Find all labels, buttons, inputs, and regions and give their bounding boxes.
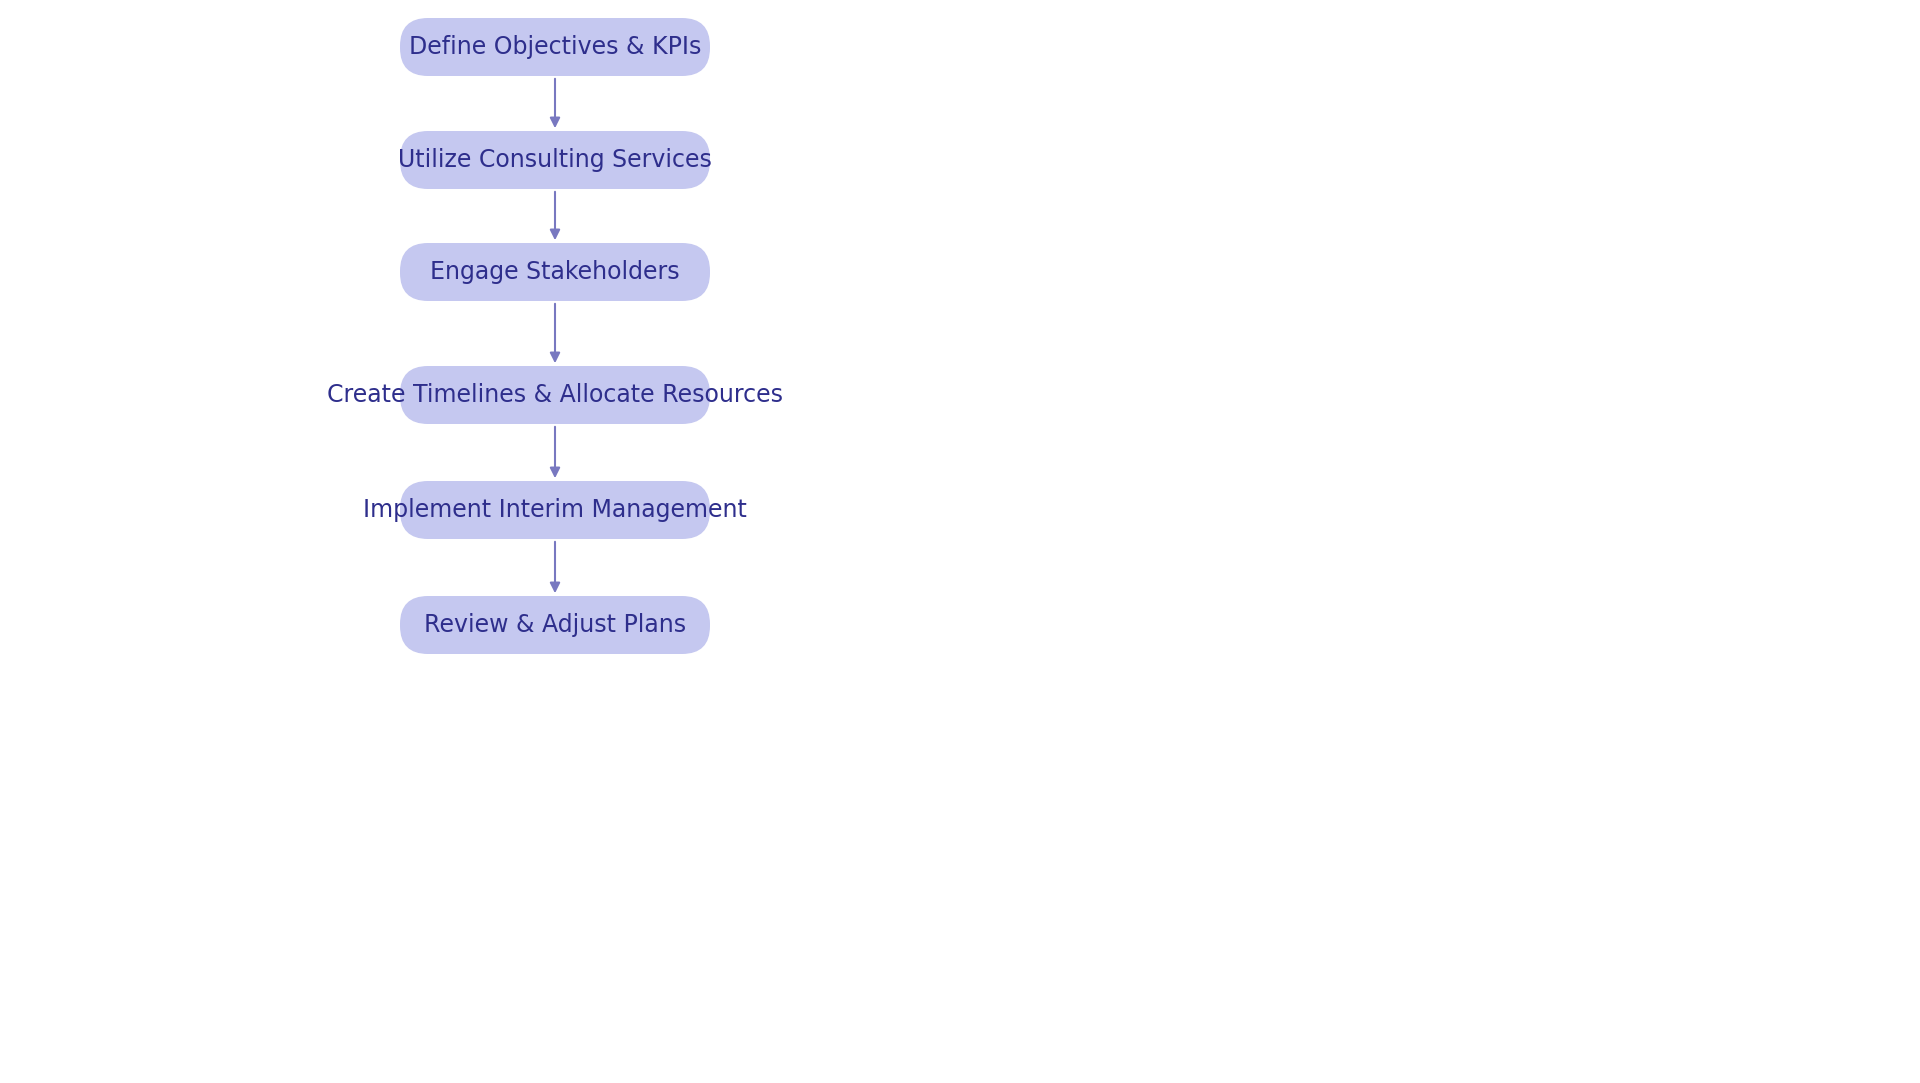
Text: Review & Adjust Plans: Review & Adjust Plans — [424, 613, 685, 637]
FancyBboxPatch shape — [399, 131, 710, 190]
Text: Implement Interim Management: Implement Interim Management — [363, 498, 747, 522]
FancyBboxPatch shape — [399, 596, 710, 654]
Text: Define Objectives & KPIs: Define Objectives & KPIs — [409, 35, 701, 58]
FancyBboxPatch shape — [399, 366, 710, 425]
FancyBboxPatch shape — [399, 243, 710, 301]
FancyBboxPatch shape — [399, 18, 710, 76]
FancyBboxPatch shape — [399, 481, 710, 539]
Text: Utilize Consulting Services: Utilize Consulting Services — [397, 148, 712, 172]
Text: Create Timelines & Allocate Resources: Create Timelines & Allocate Resources — [326, 383, 783, 407]
Text: Engage Stakeholders: Engage Stakeholders — [430, 260, 680, 284]
